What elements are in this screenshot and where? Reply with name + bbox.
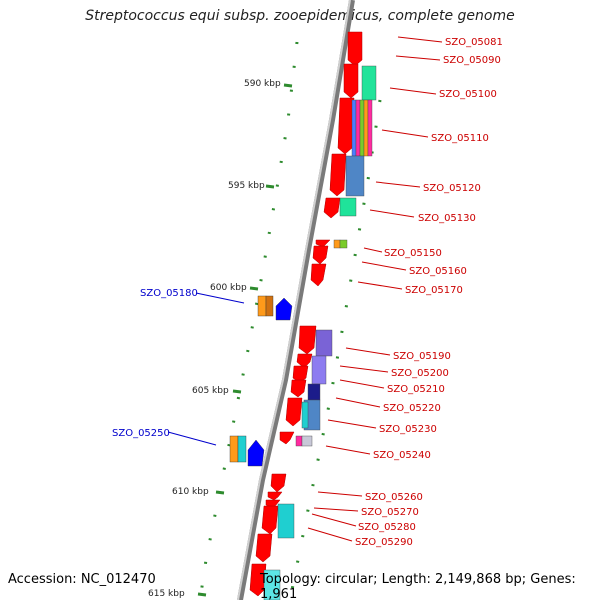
gene-label: SZO_05160	[409, 266, 467, 277]
ruler-label: 615 kbp	[148, 589, 185, 599]
gene-block	[351, 99, 357, 157]
topology-text: Topology: circular; Length: 2,149,868 bp…	[260, 572, 576, 602]
gene-label: SZO_05180	[140, 288, 198, 299]
gene-arrow	[298, 325, 317, 355]
gene-arrow	[329, 153, 347, 197]
gene-label: SZO_05270	[361, 507, 419, 518]
gene-block	[311, 355, 327, 385]
function-blocks	[263, 65, 377, 600]
gene-label: SZO_05120	[423, 183, 481, 194]
gene-arrow	[323, 197, 341, 219]
reverse-genes	[229, 295, 293, 467]
gene-block	[229, 435, 239, 463]
map-title: Streptococcus equi subsp. zooepidemicus,…	[85, 8, 515, 24]
gene-block	[363, 99, 369, 157]
gene-label: SZO_05220	[383, 403, 441, 414]
gene-arrow	[279, 431, 295, 445]
gene-arrow	[315, 239, 331, 248]
ruler-label: 595 kbp	[228, 181, 265, 191]
gene-arrow	[285, 397, 303, 427]
gene-block	[301, 401, 309, 429]
gene-label: SZO_05260	[365, 492, 423, 503]
ruler-label: 600 kbp	[210, 283, 247, 293]
gene-arrow	[337, 97, 355, 155]
gene-block	[295, 435, 303, 447]
gene-arrow	[290, 379, 307, 398]
gene-label: SZO_05110	[431, 133, 489, 144]
gene-block	[339, 197, 357, 217]
ruler-label: 610 kbp	[172, 487, 209, 497]
gene-label: SZO_05090	[443, 55, 501, 66]
gene-label: SZO_05250	[112, 428, 170, 439]
gene-block	[315, 329, 333, 357]
gene-arrow	[310, 263, 327, 287]
gene-block	[301, 435, 313, 447]
gene-labels-left: SZO_05180 SZO_05250	[112, 288, 198, 439]
accession-text: Accession: NC_012470	[8, 572, 156, 587]
gene-label: SZO_05170	[405, 285, 463, 296]
gene-block	[359, 99, 365, 157]
gene-arrow	[255, 533, 273, 563]
gene-block	[339, 239, 348, 249]
gene-label: SZO_05200	[391, 368, 449, 379]
gene-arrow	[267, 491, 283, 501]
ruler-label: 605 kbp	[192, 386, 229, 396]
gene-label: SZO_05210	[387, 384, 445, 395]
gene-label: SZO_05130	[418, 213, 476, 224]
gene-block	[263, 569, 281, 600]
gene-arrow	[275, 297, 293, 321]
ruler-label: 590 kbp	[244, 79, 281, 89]
ruler-labels: 590 kbp 595 kbp 600 kbp 605 kbp 610 kbp …	[148, 79, 281, 599]
gene-arrow	[343, 63, 359, 99]
gene-block	[307, 383, 321, 401]
gene-block	[237, 435, 247, 463]
gene-label: SZO_05290	[355, 537, 413, 548]
gene-label: SZO_05190	[393, 351, 451, 362]
gene-label: SZO_05240	[373, 450, 431, 461]
gene-label: SZO_05150	[384, 248, 442, 259]
gene-labels-right: SZO_05081 SZO_05090 SZO_05100 SZO_05110 …	[355, 37, 503, 548]
genome-backbone-highlight	[237, 0, 351, 600]
gene-arrow	[270, 473, 287, 493]
gene-block	[355, 99, 361, 157]
gene-arrow	[296, 353, 313, 369]
label-connectors-right	[307, 36, 443, 542]
gene-block	[361, 65, 377, 101]
gene-arrow	[312, 245, 329, 265]
gene-block	[277, 503, 295, 539]
forward-genes	[249, 31, 363, 597]
gene-arrow	[249, 563, 267, 597]
gene-block	[345, 155, 365, 197]
ruler-ticks	[197, 83, 293, 597]
gene-label: SZO_05230	[379, 424, 437, 435]
gene-arrow	[247, 439, 265, 467]
gene-block	[257, 295, 267, 317]
genome-backbone	[237, 0, 355, 600]
label-connectors-left	[167, 292, 245, 446]
gene-block	[367, 99, 373, 157]
gene-block	[333, 239, 341, 249]
gene-block	[265, 295, 274, 317]
gene-label: SZO_05081	[445, 37, 503, 48]
gene-arrow	[261, 505, 279, 535]
gene-label: SZO_05100	[439, 89, 497, 100]
gene-label: SZO_05280	[358, 522, 416, 533]
gene-arrow	[347, 31, 363, 67]
